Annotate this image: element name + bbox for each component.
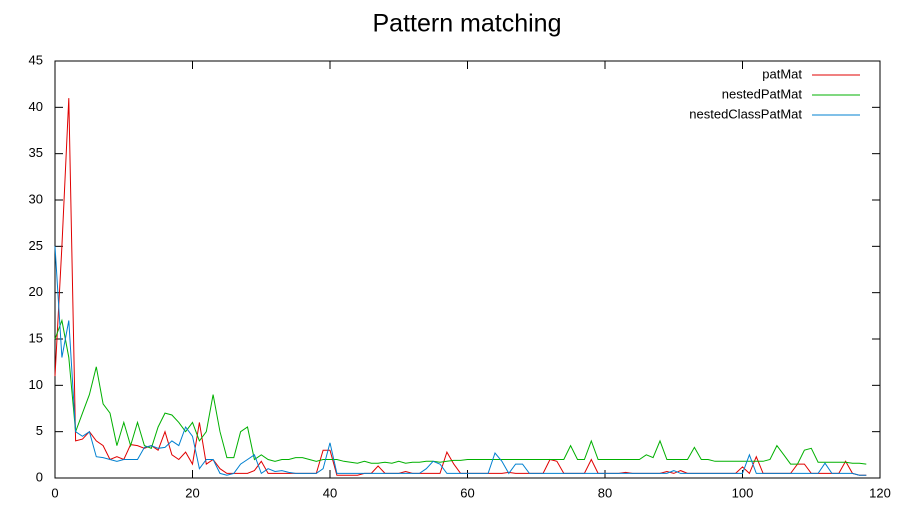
x-tick-label: 100 xyxy=(732,485,754,500)
legend-label: nestedPatMat xyxy=(722,86,803,101)
plot-border xyxy=(54,60,881,479)
x-tick-label: 60 xyxy=(460,485,474,500)
y-tick-label: 30 xyxy=(29,191,43,206)
y-tick-label: 45 xyxy=(29,52,43,67)
x-tick-label: 120 xyxy=(869,485,891,500)
y-tick-label: 15 xyxy=(29,330,43,345)
x-tick-label: 80 xyxy=(598,485,612,500)
y-tick-label: 20 xyxy=(29,284,43,299)
legend-label: nestedClassPatMat xyxy=(689,106,802,121)
y-tick-label: 35 xyxy=(29,145,43,160)
legend-label: patMat xyxy=(762,66,802,81)
y-tick-label: 25 xyxy=(29,238,43,253)
y-tick-label: 10 xyxy=(29,377,43,392)
y-tick-label: 5 xyxy=(36,423,43,438)
series-line xyxy=(54,246,867,476)
y-tick-label: 0 xyxy=(36,469,43,484)
y-tick-label: 40 xyxy=(29,99,43,114)
chart-title: Pattern matching xyxy=(373,10,562,38)
series-line xyxy=(54,318,867,465)
x-tick-label: 0 xyxy=(51,485,58,500)
series-line xyxy=(54,98,867,476)
x-tick-label: 20 xyxy=(185,485,199,500)
x-tick-label: 40 xyxy=(323,485,337,500)
